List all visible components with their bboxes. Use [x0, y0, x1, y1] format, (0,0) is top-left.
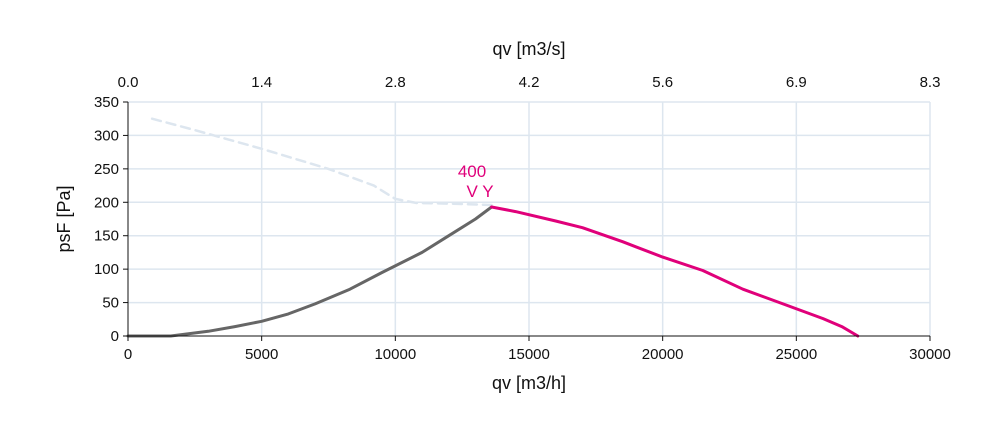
y-tick-label: 300 [94, 127, 119, 144]
annotation-line-2: V Y [466, 182, 493, 201]
operating-point-annotation: 400 V Y [458, 162, 494, 201]
x-tick-label: 15000 [508, 346, 550, 363]
annotation-line-1: 400 [458, 162, 486, 181]
x-tick-label: 0 [124, 346, 132, 363]
x2-tick-label: 1.4 [251, 74, 272, 91]
y-axis-title: psF [Pa] [54, 185, 74, 252]
x-tick-label: 5000 [245, 346, 278, 363]
y-tick-label: 250 [94, 161, 119, 178]
series-line-2 [126, 205, 494, 338]
grid-lines [128, 101, 931, 336]
x-tick-label: 20000 [642, 346, 684, 363]
x2-tick-label: 5.6 [652, 74, 673, 91]
series-line-1 [150, 117, 493, 207]
tick-labels: 0 5000 10000 15000 20000 25000 30000 0.0 1.4 2.8 4… [94, 74, 951, 363]
x-tick-label: 30000 [909, 346, 951, 363]
x2-tick-label: 4.2 [519, 74, 540, 91]
y-tick-label: 50 [102, 295, 119, 312]
x2-tick-label: 2.8 [385, 74, 406, 91]
x2-tick-label: 0.0 [118, 74, 139, 91]
series-group [126, 117, 860, 338]
x2-tick-label: 6.9 [786, 74, 807, 91]
series-line-3 [490, 205, 860, 338]
y-tick-label: 150 [94, 228, 119, 245]
x2-tick-label: 8.3 [920, 74, 941, 91]
x-tick-label: 10000 [374, 346, 416, 363]
y-tick-label: 200 [94, 194, 119, 211]
x-axis-title: qv [m3/h] [492, 373, 566, 393]
y-tick-label: 100 [94, 261, 119, 278]
y-tick-label: 0 [111, 328, 119, 345]
x-tick-label: 25000 [775, 346, 817, 363]
x2-axis-title: qv [m3/s] [492, 39, 565, 59]
y-tick-label: 350 [94, 94, 119, 111]
